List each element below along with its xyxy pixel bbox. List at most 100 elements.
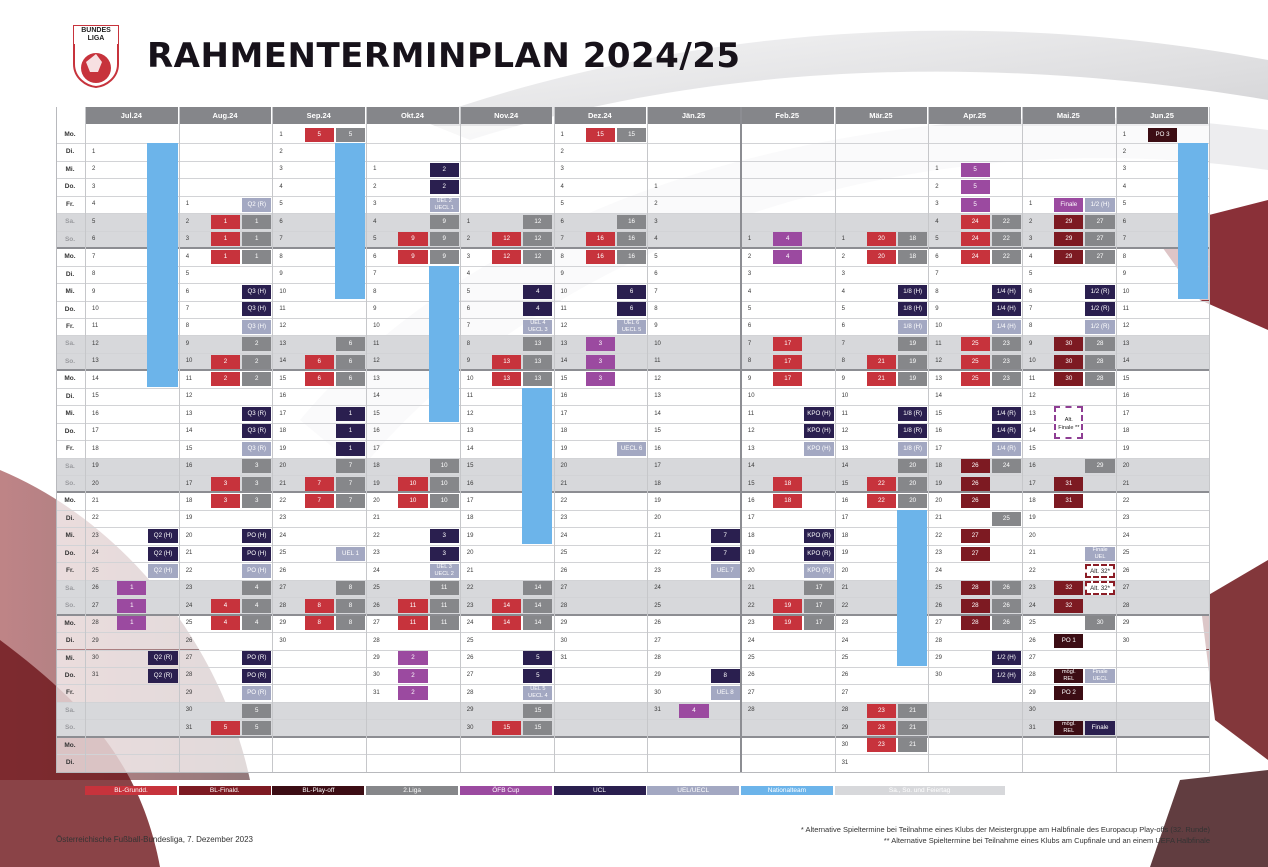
day-number: 6 bbox=[92, 236, 96, 243]
event-cell: 2 bbox=[398, 686, 428, 701]
event-cell: 26 bbox=[991, 616, 1021, 631]
day-number: 11 bbox=[747, 410, 755, 417]
event-cell: PO (H) bbox=[242, 529, 272, 544]
event-cell: 10 bbox=[429, 476, 459, 491]
day-number: 5 bbox=[654, 253, 658, 260]
event-cell: 20 bbox=[898, 459, 928, 474]
day-number: 7 bbox=[185, 306, 190, 312]
event-cell: 28 bbox=[1085, 354, 1115, 369]
day-number: 25 bbox=[1122, 550, 1130, 557]
event-cell: 15 bbox=[523, 721, 553, 735]
event-cell: 31 bbox=[1054, 476, 1084, 491]
event-label: 20 bbox=[877, 252, 885, 260]
event-label: 12 bbox=[534, 217, 542, 225]
day-number: 18 bbox=[560, 428, 568, 435]
event-cell: PO (R) bbox=[242, 686, 272, 701]
event-cell: 5 bbox=[523, 651, 553, 666]
legend-item: ÖFB Cup bbox=[459, 786, 552, 795]
day-number: 30 bbox=[654, 689, 661, 696]
event-label: 28 bbox=[1096, 375, 1104, 382]
event-cell: 7 bbox=[335, 459, 366, 474]
day-number: 24 bbox=[466, 620, 474, 627]
week-separator bbox=[56, 613, 1209, 616]
event-label: 4 bbox=[786, 235, 790, 243]
event-cell: 5 bbox=[210, 721, 241, 735]
event-label: 29 bbox=[1065, 235, 1073, 243]
day-number: 4 bbox=[560, 183, 564, 190]
event-label: PO 2 bbox=[1061, 689, 1076, 697]
row-separator bbox=[56, 597, 1209, 599]
event-label: 14 bbox=[534, 619, 542, 627]
day-number: 23 bbox=[185, 585, 193, 592]
event-cell: 3 bbox=[242, 459, 272, 474]
row-separator bbox=[56, 160, 1209, 162]
legend-item: Nationalteam bbox=[740, 786, 833, 795]
event-label: 1/4 (R) bbox=[996, 427, 1016, 435]
event-label: 6 bbox=[348, 357, 353, 365]
event-cell: 2 bbox=[398, 668, 428, 683]
event-cell: 17 bbox=[773, 372, 803, 386]
event-cell: 1/8 (H) bbox=[898, 284, 928, 299]
event-label: 13 bbox=[534, 357, 542, 365]
event-cell: 4 bbox=[773, 249, 803, 264]
day-number: 26 bbox=[935, 602, 942, 609]
day-number: 8 bbox=[1122, 253, 1127, 260]
row-separator bbox=[56, 300, 1209, 302]
event-label: 14 bbox=[534, 601, 542, 609]
bundesliga-shield-icon bbox=[73, 25, 119, 89]
event-label: 1 bbox=[255, 252, 259, 260]
day-number: 7 bbox=[1029, 306, 1033, 312]
day-number: 26 bbox=[279, 567, 287, 574]
day-number: 11 bbox=[1122, 306, 1129, 312]
event-label: 5 bbox=[536, 654, 540, 662]
row-separator bbox=[56, 440, 1209, 442]
day-number: 18 bbox=[654, 480, 661, 487]
event-cell: 20 bbox=[898, 494, 928, 509]
event-label: 12 bbox=[503, 252, 511, 260]
day-number: 29 bbox=[1122, 620, 1130, 627]
day-number: 21 bbox=[747, 585, 755, 592]
day-number: 31 bbox=[92, 672, 99, 679]
day-number: 1 bbox=[466, 218, 471, 225]
event-cell: PO (R) bbox=[242, 651, 272, 666]
event-cell: 22 bbox=[991, 214, 1021, 229]
event-cell: 14 bbox=[523, 616, 553, 631]
day-number: 28 bbox=[92, 620, 99, 627]
day-number: 30 bbox=[92, 655, 99, 661]
day-number: 3 bbox=[654, 218, 658, 225]
day-number: 22 bbox=[560, 497, 568, 504]
national-team-bar bbox=[428, 265, 459, 422]
event-cell: 6 bbox=[335, 337, 366, 352]
event-label: UEL 5 bbox=[530, 686, 546, 693]
day-number: 28 bbox=[841, 707, 849, 714]
event-label: 15 bbox=[596, 130, 604, 138]
day-number: 10 bbox=[935, 323, 942, 330]
event-label: 4 bbox=[223, 601, 228, 609]
day-number: 16 bbox=[92, 410, 99, 417]
day-number: 18 bbox=[92, 445, 99, 452]
day-number: 11 bbox=[466, 393, 474, 400]
day-number: 6 bbox=[279, 218, 283, 225]
day-number: 3 bbox=[935, 201, 939, 208]
event-cell: Finale UECL bbox=[1085, 668, 1115, 683]
event-cell: 11 bbox=[398, 598, 428, 613]
event-cell: 3 bbox=[585, 337, 615, 352]
event-cell: 12 bbox=[523, 249, 553, 264]
event-cell: KPO (R) bbox=[804, 563, 834, 578]
event-cell: 8 bbox=[710, 668, 740, 683]
event-label: UEL 1 bbox=[341, 549, 359, 557]
day-number: 9 bbox=[654, 323, 658, 330]
event-label: 1/2 (H) bbox=[1090, 200, 1110, 208]
event-label: 2 bbox=[411, 671, 415, 679]
day-number: 6 bbox=[841, 323, 845, 330]
event-label: UEL 3 bbox=[436, 563, 452, 570]
day-number: 11 bbox=[935, 340, 942, 347]
row-separator bbox=[56, 684, 1209, 686]
day-number: 17 bbox=[1122, 410, 1130, 417]
event-cell: 5 bbox=[960, 180, 990, 195]
alt-32-box: Alt. 32* bbox=[1085, 563, 1115, 578]
day-number: 4 bbox=[841, 288, 845, 295]
day-number: 22 bbox=[1122, 497, 1130, 504]
weekday-label: Do. bbox=[64, 183, 76, 191]
day-number: 22 bbox=[466, 585, 474, 592]
